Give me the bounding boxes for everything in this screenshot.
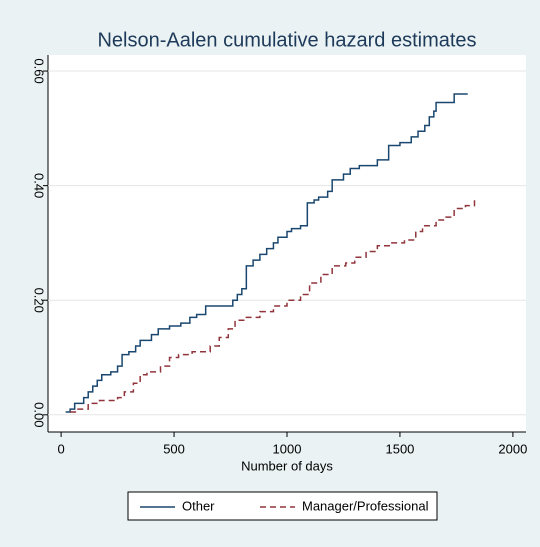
series-line [70,199,476,413]
legend-label: Manager/Professional [302,498,429,513]
y-tick-label: 0.20 [32,288,47,313]
y-tick-label: 0.60 [32,58,47,83]
legend-label: Other [182,498,215,513]
chart-title: Nelson-Aalen cumulative hazard estimates [97,29,476,51]
x-tick-label: 1000 [273,441,302,456]
x-axis-label: Number of days [241,458,333,473]
plot-area [48,55,526,432]
y-tick-label: 0.00 [32,402,47,427]
x-tick-label: 0 [57,441,64,456]
series-line [65,93,468,413]
x-tick-label: 1500 [385,441,414,456]
y-tick-label: 0.40 [32,173,47,198]
legend [127,491,438,521]
x-tick-label: 2000 [498,441,527,456]
x-tick-label: 500 [163,441,185,456]
